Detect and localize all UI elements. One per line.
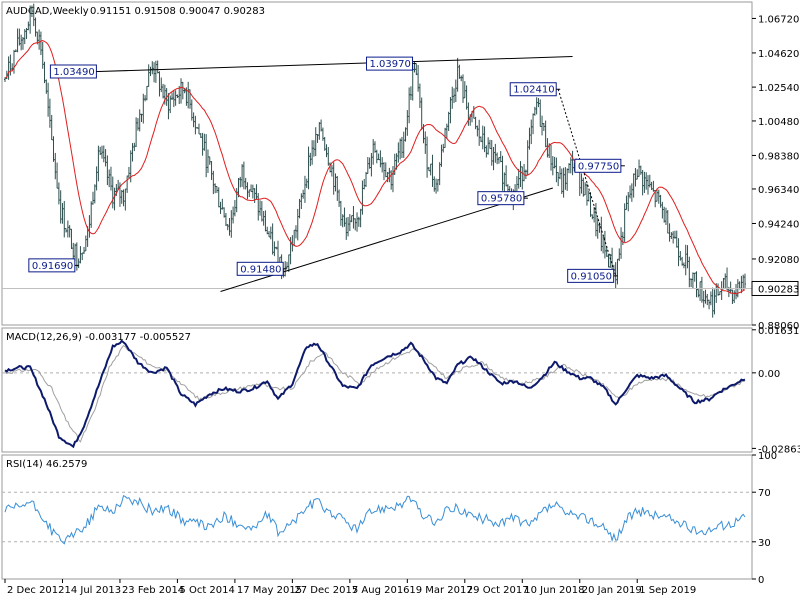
panel-frame: [1, 454, 753, 580]
y-tick-label: 1.02540: [758, 83, 799, 94]
x-tick-label: 5 Oct 2014: [179, 585, 234, 596]
price-annotation-label: 0.95780: [481, 194, 522, 205]
panel-frame: [1, 1, 753, 326]
x-tick-label: 17 May 2015: [237, 585, 302, 596]
y-tick-label: -0.028632: [758, 444, 800, 455]
y-tick-label: 0.96340: [758, 185, 799, 196]
y-tick-label: 1.04620: [758, 49, 799, 60]
x-tick-label: 10 Jun 2018: [524, 585, 584, 596]
price-annotation-label: 1.02410: [513, 85, 554, 96]
y-tick-label: 0.00: [758, 369, 780, 380]
x-tick-label: 14 Jul 2013: [64, 585, 121, 596]
price-panel: 1.06720 1.04620 1.02540 1.00480 0.98380 0.963…: [1, 1, 799, 332]
y-tick-label: 70: [758, 488, 771, 499]
x-tick-label: 7 Aug 2016: [352, 585, 410, 596]
price-annotation-label: 1.03490: [53, 67, 94, 78]
x-tick-label: 2 Dec 2012: [7, 585, 65, 596]
price-annotation-label: 0.91480: [240, 264, 281, 275]
panel-title: AUDCAD,Weekly: [6, 6, 89, 17]
price-annotation-box: [236, 261, 284, 276]
current-price-label: 0.90283: [758, 284, 799, 295]
y-tick-label: 100: [758, 451, 777, 462]
trendline: [557, 89, 617, 277]
panel-frame: [1, 327, 753, 453]
price-annotation-label: 0.91050: [571, 271, 612, 282]
trendline: [98, 56, 573, 72]
y-tick-label: 0.88060: [758, 321, 799, 332]
panel-title: RSI(14) 46.2579: [6, 459, 87, 470]
y-tick-label: 1.00480: [758, 117, 799, 128]
price-annotation-label: 0.91690: [32, 261, 73, 272]
x-tick-label: 1 Sep 2019: [639, 585, 696, 596]
x-tick-label: 20 Jan 2019: [582, 585, 642, 596]
y-tick-label: 1.06720: [758, 14, 799, 25]
moving-average-line: [4, 39, 746, 295]
y-tick-label: 0.92080: [758, 255, 799, 266]
y-tick-label: 30: [758, 538, 771, 549]
macd-panel: 0.016316 0.00 -0.028632 MACD(12,26,9) -0.00…: [1, 326, 800, 455]
rsi-panel: 100 70 30 0 RSI(14) 46.2579: [1, 451, 777, 586]
price-annotation-label: 1.03970: [370, 59, 411, 70]
x-tick-label: 23 Feb 2014: [122, 585, 184, 596]
ohlc-readout: 0.91151 0.91508 0.90047 0.90283: [90, 6, 265, 17]
y-tick-label: 0.016316: [758, 326, 800, 337]
panel-title: MACD(12,26,9) -0.003177 -0.005527: [6, 332, 191, 343]
y-tick-label: 0.98380: [758, 151, 799, 162]
x-tick-label: 29 Oct 2017: [467, 585, 529, 596]
x-tick-label: 19 Mar 2017: [409, 585, 472, 596]
y-tick-label: 0: [758, 575, 764, 586]
y-tick-label: 0.94240: [758, 219, 799, 230]
rsi-line: [4, 494, 746, 545]
macd-main-line: [4, 339, 746, 449]
current-price-tag: [751, 280, 799, 296]
price-annotation-label: 0.97750: [578, 161, 619, 172]
x-tick-label: 27 Dec 2015: [294, 585, 358, 596]
